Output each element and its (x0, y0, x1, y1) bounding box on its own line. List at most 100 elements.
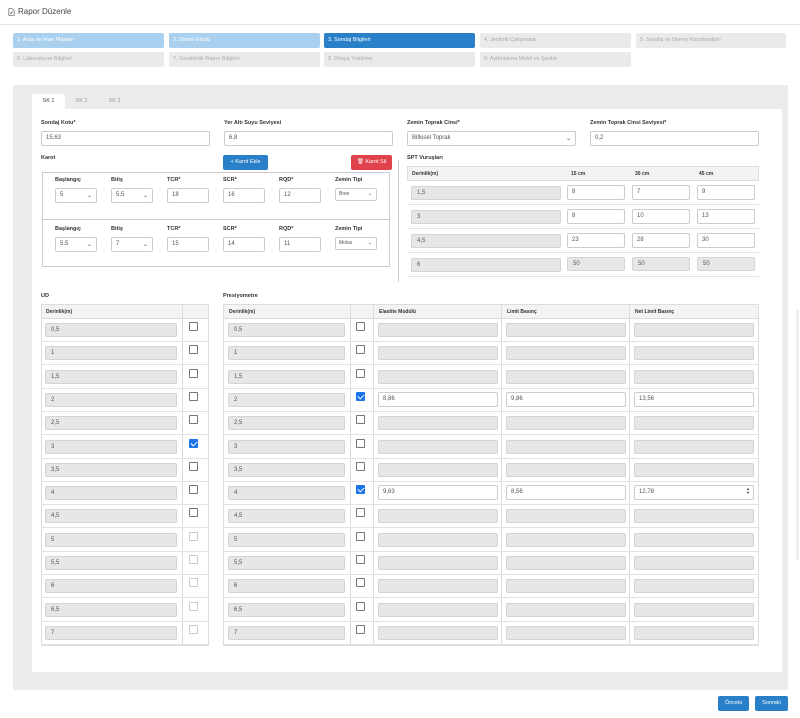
ud-checkbox[interactable] (189, 322, 198, 331)
pres-checkbox[interactable] (356, 508, 365, 518)
wizard-step-2[interactable]: 2. Zemin Etüdü (169, 33, 320, 48)
pres-checkbox[interactable] (356, 578, 365, 588)
karot-rqd-label: RQD* (279, 177, 294, 183)
ud-checkbox[interactable] (189, 461, 198, 471)
pres-row (223, 342, 759, 366)
karot-rqd-input[interactable]: 11 (279, 237, 321, 252)
ud-header: Derinlik(m) (41, 304, 209, 319)
ud-derinlik-field: 5 (45, 532, 177, 547)
karot-baslangic-select[interactable]: 5 ⌄ (55, 188, 97, 203)
pres-checkbox[interactable] (356, 601, 365, 611)
pres-elastite-input[interactable]: 9,63 (378, 485, 498, 501)
ud-checkbox[interactable] (189, 415, 198, 425)
ud-checkbox[interactable] (189, 438, 198, 448)
spinner-arrows-icon[interactable]: ▲ ▼ (746, 486, 750, 496)
wizard-step-5[interactable]: 5. Sondaj ve Deney Koordinatları (636, 33, 786, 48)
pres-limit-field (506, 323, 626, 337)
ud-row (41, 436, 209, 459)
pres-elastite-field (378, 556, 498, 570)
karot-tcr-input[interactable]: 15 (167, 237, 209, 252)
pres-checkbox[interactable] (356, 461, 365, 471)
pres-col-net: Net Limit Basınç (635, 309, 675, 315)
pres-limit-field (506, 579, 626, 594)
spt-a-input[interactable]: 23 (567, 233, 625, 248)
ud-derinlik-field: 5,5 (45, 556, 177, 570)
pres-checkbox[interactable] (356, 531, 365, 541)
pres-net-limit-input[interactable]: 12,78 ▲ ▼ (634, 485, 754, 501)
pres-row (223, 552, 759, 575)
spt-c-input[interactable]: 13 (697, 209, 755, 224)
spt-b-input[interactable]: 28 (632, 233, 690, 248)
ud-checkbox (189, 555, 198, 564)
spt-b-input[interactable]: 7 (632, 185, 690, 200)
ud-checkbox[interactable] (189, 508, 198, 518)
karot-baslangic-select[interactable]: 5.5 ⌄ (55, 237, 97, 252)
tab-sk2[interactable]: SK 2 (75, 98, 88, 104)
ud-checkbox[interactable] (189, 368, 198, 378)
pres-net-limit-input[interactable]: 13,56 (634, 391, 754, 407)
ud-row (41, 622, 209, 645)
karot-tcr-input[interactable]: 18 (167, 188, 209, 203)
trash-icon: 🗑 (356, 159, 364, 165)
pres-checkbox[interactable] (356, 555, 365, 564)
ud-checkbox[interactable] (189, 485, 198, 495)
karot-sil-button[interactable]: 🗑 Karot Sil (351, 155, 392, 170)
spt-b-input[interactable]: 10 (632, 209, 690, 224)
spt-title: SPT Vuruşları (407, 155, 443, 161)
spt-a-input[interactable]: 8 (567, 209, 625, 224)
chevron-down-icon: ⌄ (86, 193, 92, 199)
ud-checkbox[interactable] (189, 345, 198, 355)
pres-checkbox[interactable] (356, 368, 365, 378)
spt-a-input[interactable]: 8 (567, 185, 625, 200)
spt-c-input[interactable]: 30 (697, 233, 755, 248)
karot-divider (43, 219, 389, 220)
karot-ekle-button[interactable]: + Karot Ekle (223, 155, 268, 170)
wizard-step-3[interactable]: 3. Sondaj Bilgileri (324, 33, 475, 48)
ud-checkbox[interactable] (189, 391, 198, 401)
zemin-seviye-input[interactable]: 0,2 (590, 131, 759, 146)
tab-content (32, 109, 782, 672)
wizard-step-9[interactable]: 9. Aydınlatma Metni ve Şartlar (480, 52, 631, 67)
pres-checkbox[interactable] (356, 624, 365, 634)
pres-limit-input[interactable]: 9,86 (506, 391, 626, 407)
karot-rqd-input[interactable]: 12 (279, 188, 321, 203)
sondaj-kotu-input[interactable]: 15,63 (41, 131, 210, 146)
ud-row (41, 412, 209, 436)
karot-bitis-select[interactable]: 7 ⌄ (111, 237, 153, 252)
karot-scr-input[interactable]: 16 (223, 188, 265, 203)
pres-derinlik-field: 2,5 (228, 416, 345, 431)
prev-button[interactable]: Önceki (718, 696, 749, 711)
karot-bitis-select[interactable]: 5.5 ⌄ (111, 188, 153, 203)
wizard-step-8[interactable]: 8. Dosya Yükleme (324, 52, 475, 67)
ud-checkbox (189, 624, 198, 634)
pres-elastite-field (378, 625, 498, 640)
zemin-cinsi-select[interactable]: Bitkisel Toprak ⌄ (407, 131, 576, 146)
yer-alti-input[interactable]: 6,8 (224, 131, 393, 146)
scrollbar[interactable] (796, 310, 799, 560)
wizard-step-1[interactable]: 1. Arsa ve İmar Planları (13, 33, 164, 48)
pres-checkbox[interactable] (356, 438, 365, 448)
pres-checkbox[interactable] (356, 345, 365, 355)
karot-scr-input[interactable]: 14 (223, 237, 265, 252)
pres-limit-input[interactable]: 8,56 (506, 485, 626, 501)
karot-rqd-label: RQD* (279, 226, 294, 232)
ud-row (41, 505, 209, 529)
pres-net-limit-field (634, 625, 754, 640)
karot-zemin-select[interactable]: Molas ⌄ (335, 237, 377, 250)
tab-sk1[interactable]: SK 1 (32, 94, 65, 109)
spt-c-input[interactable]: 9 (697, 185, 755, 200)
pres-checkbox[interactable] (356, 391, 365, 401)
pres-derinlik-field: 0,5 (228, 323, 345, 337)
pres-checkbox[interactable] (356, 485, 365, 495)
pres-checkbox[interactable] (356, 322, 365, 331)
tab-sk3[interactable]: SK 3 (108, 98, 121, 104)
pres-elastite-field (378, 509, 498, 524)
wizard-step-7[interactable]: 7. Geoteknik Rapor Bilgileri (169, 52, 320, 67)
pres-elastite-input[interactable]: 8,86 (378, 391, 498, 407)
wizard-step-6[interactable]: 6. Laboratuvar Bilgileri (13, 52, 164, 67)
wizard-step-4[interactable]: 4. Jeofizik Çalışmalar (480, 33, 631, 48)
karot-zemin-select[interactable]: Bres ⌄ (335, 188, 377, 201)
pres-checkbox[interactable] (356, 415, 365, 425)
pres-col-divider-4 (629, 304, 630, 646)
next-button[interactable]: Sonraki (755, 696, 788, 711)
